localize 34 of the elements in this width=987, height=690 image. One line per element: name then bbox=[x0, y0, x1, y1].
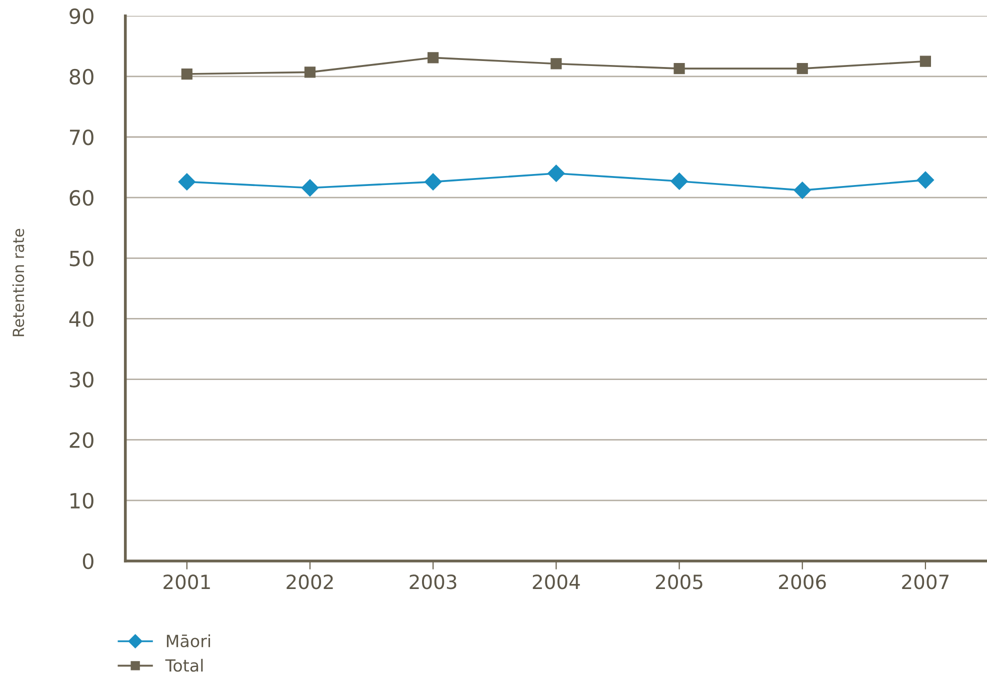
point bbox=[920, 56, 932, 67]
y-tick-label: 10 bbox=[70, 492, 94, 509]
x-tick-label: 2006 bbox=[779, 574, 826, 590]
point bbox=[550, 58, 562, 70]
point bbox=[428, 52, 439, 64]
x-tick-label: 2002 bbox=[286, 574, 333, 590]
point bbox=[674, 63, 685, 74]
y-tick-label: 0 bbox=[82, 553, 94, 570]
legend-label: Māori bbox=[166, 634, 210, 648]
point bbox=[301, 179, 319, 196]
point bbox=[181, 68, 192, 80]
y-tick-label: 50 bbox=[70, 250, 94, 266]
y-tick-label: 60 bbox=[70, 190, 94, 206]
y-tick-label: 90 bbox=[70, 8, 94, 24]
x-tick-label: 2005 bbox=[656, 574, 702, 590]
point bbox=[670, 172, 688, 190]
x-tick-label: 2001 bbox=[164, 574, 210, 590]
x-tick-label: 2004 bbox=[532, 574, 580, 590]
point bbox=[916, 171, 934, 189]
y-tick-label: 30 bbox=[70, 372, 94, 388]
y-tick-label: 70 bbox=[70, 129, 94, 146]
point bbox=[794, 182, 811, 199]
point bbox=[548, 164, 565, 182]
point bbox=[424, 173, 442, 190]
y-tick-label: 40 bbox=[69, 311, 94, 327]
point bbox=[178, 173, 196, 190]
point bbox=[796, 63, 808, 74]
x-tick-label: 2007 bbox=[902, 574, 949, 590]
y-tick-label: 80 bbox=[70, 68, 94, 85]
y-axis-title: Retention rate bbox=[12, 228, 24, 336]
y-tick-label: 20 bbox=[70, 432, 94, 448]
x-tick-label: 2003 bbox=[410, 574, 456, 590]
point bbox=[304, 66, 316, 78]
legend-label: Total bbox=[165, 658, 203, 672]
